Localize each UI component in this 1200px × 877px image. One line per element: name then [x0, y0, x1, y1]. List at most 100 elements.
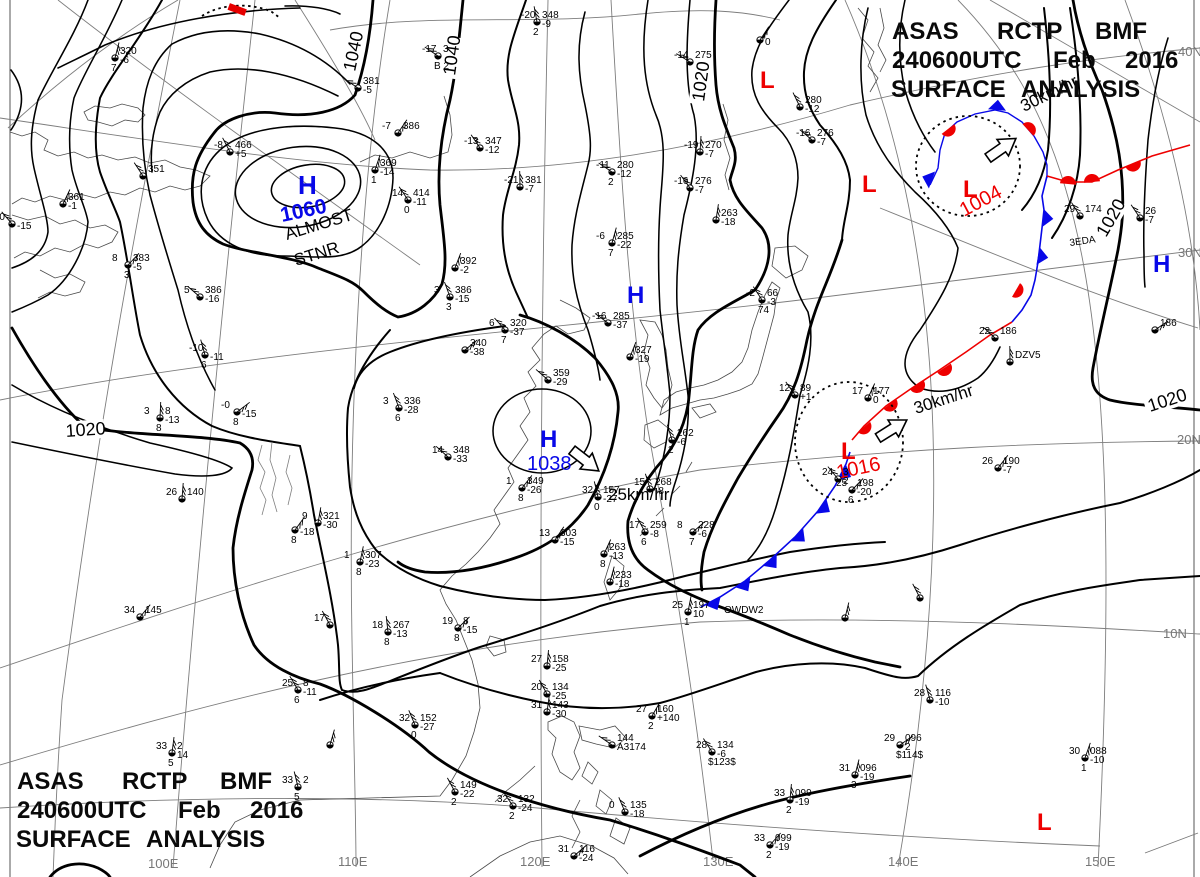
svg-text:-16: -16	[796, 128, 811, 139]
svg-text:H: H	[540, 426, 557, 453]
svg-text:-38: -38	[470, 347, 485, 358]
svg-text:33: 33	[282, 775, 294, 786]
svg-text:2016: 2016	[1125, 47, 1178, 74]
svg-text:414: 414	[413, 188, 430, 199]
svg-text:H: H	[1153, 251, 1170, 278]
svg-text:25: 25	[282, 678, 294, 689]
svg-text:276: 276	[695, 176, 712, 187]
svg-text:27: 27	[531, 654, 543, 665]
svg-text:466: 466	[235, 140, 252, 151]
svg-text:33: 33	[754, 833, 766, 844]
svg-text:25: 25	[672, 600, 684, 611]
svg-text:12: 12	[779, 383, 791, 394]
svg-text:31: 31	[558, 844, 570, 855]
svg-text:Feb: Feb	[1053, 47, 1096, 74]
svg-text:233: 233	[615, 570, 632, 581]
svg-text:6: 6	[201, 360, 207, 371]
svg-text:-2: -2	[746, 288, 755, 299]
svg-text:-30: -30	[323, 520, 338, 531]
svg-text:-15: -15	[560, 537, 575, 548]
svg-text:DZV5: DZV5	[1015, 350, 1041, 361]
svg-text:2: 2	[905, 742, 911, 753]
svg-text:9: 9	[302, 511, 308, 522]
svg-text:321: 321	[323, 511, 340, 522]
svg-text:-6: -6	[120, 55, 129, 66]
svg-text:-16: -16	[205, 294, 220, 305]
svg-text:SURFACE: SURFACE	[891, 76, 1006, 103]
svg-text:-6: -6	[717, 749, 726, 760]
svg-text:-9: -9	[542, 19, 551, 30]
svg-text:-7: -7	[695, 185, 704, 196]
svg-text:320: 320	[510, 318, 527, 329]
svg-text:7: 7	[689, 537, 695, 548]
svg-text:-6: -6	[698, 529, 707, 540]
svg-text:32: 32	[399, 713, 411, 724]
svg-text:BMF: BMF	[1095, 18, 1147, 45]
svg-text:18: 18	[372, 620, 384, 631]
svg-text:-7: -7	[382, 121, 391, 132]
svg-text:-11: -11	[210, 352, 224, 363]
svg-text:381: 381	[525, 175, 542, 186]
svg-text:386: 386	[403, 121, 420, 132]
svg-text:-29: -29	[553, 377, 568, 388]
svg-text:8: 8	[356, 567, 362, 578]
svg-text:RCTP: RCTP	[997, 18, 1062, 45]
svg-text:31: 31	[531, 700, 543, 711]
svg-text:3: 3	[446, 302, 452, 313]
svg-text:10: 10	[693, 609, 705, 620]
svg-text:-24: -24	[518, 803, 533, 814]
svg-text:-24: -24	[579, 853, 594, 864]
svg-text:-10: -10	[189, 343, 204, 354]
svg-text:3: 3	[144, 406, 150, 417]
svg-text:186: 186	[1160, 318, 1177, 329]
svg-text:320: 320	[120, 46, 137, 57]
svg-text:-7: -7	[817, 137, 826, 148]
svg-text:347: 347	[485, 136, 502, 147]
svg-text:L: L	[862, 171, 877, 198]
svg-text:-6: -6	[677, 437, 686, 448]
svg-text:361: 361	[68, 192, 85, 203]
svg-text:130E: 130E	[703, 854, 734, 869]
svg-text:0: 0	[594, 502, 600, 513]
svg-text:26: 26	[982, 456, 994, 467]
svg-text:OWDW2: OWDW2	[724, 605, 764, 616]
svg-text:135: 135	[630, 800, 647, 811]
svg-text:2: 2	[303, 775, 309, 786]
svg-text:268: 268	[655, 477, 672, 488]
svg-text:-15: -15	[455, 294, 470, 305]
svg-text:-15: -15	[17, 221, 32, 232]
svg-text:26: 26	[1145, 206, 1157, 217]
svg-text:26: 26	[166, 487, 178, 498]
svg-text:-15: -15	[463, 625, 478, 636]
svg-text:240600UTC: 240600UTC	[892, 47, 1021, 74]
svg-text:392: 392	[460, 256, 477, 267]
svg-text:ANALYSIS: ANALYSIS	[1021, 76, 1140, 103]
svg-text:348: 348	[453, 445, 470, 456]
svg-text:-19: -19	[860, 772, 875, 783]
svg-text:6: 6	[294, 695, 300, 706]
svg-text:+1: +1	[800, 392, 812, 403]
svg-text:A3174: A3174	[617, 742, 646, 753]
svg-text:158: 158	[552, 654, 569, 665]
svg-text:$123$: $123$	[708, 757, 736, 768]
svg-text:-18: -18	[300, 527, 315, 538]
svg-text:2: 2	[451, 797, 457, 808]
svg-text:-26: -26	[527, 485, 542, 496]
svg-text:0: 0	[765, 37, 771, 48]
svg-text:BMF: BMF	[220, 768, 272, 795]
svg-text:-18: -18	[630, 809, 645, 820]
svg-text:-19: -19	[684, 140, 699, 151]
svg-text:143: 143	[552, 700, 569, 711]
svg-text:-19: -19	[775, 842, 790, 853]
svg-text:1: 1	[684, 617, 690, 628]
svg-text:8: 8	[165, 406, 171, 417]
svg-text:-0: -0	[221, 400, 230, 411]
svg-text:89: 89	[800, 383, 812, 394]
svg-text:32: 32	[497, 794, 509, 805]
svg-text:340: 340	[470, 338, 487, 349]
svg-text:259: 259	[650, 520, 667, 531]
svg-text:5: 5	[168, 758, 174, 769]
svg-text:-12: -12	[805, 104, 820, 115]
svg-text:17: 17	[852, 386, 864, 397]
svg-text:14: 14	[177, 750, 189, 761]
